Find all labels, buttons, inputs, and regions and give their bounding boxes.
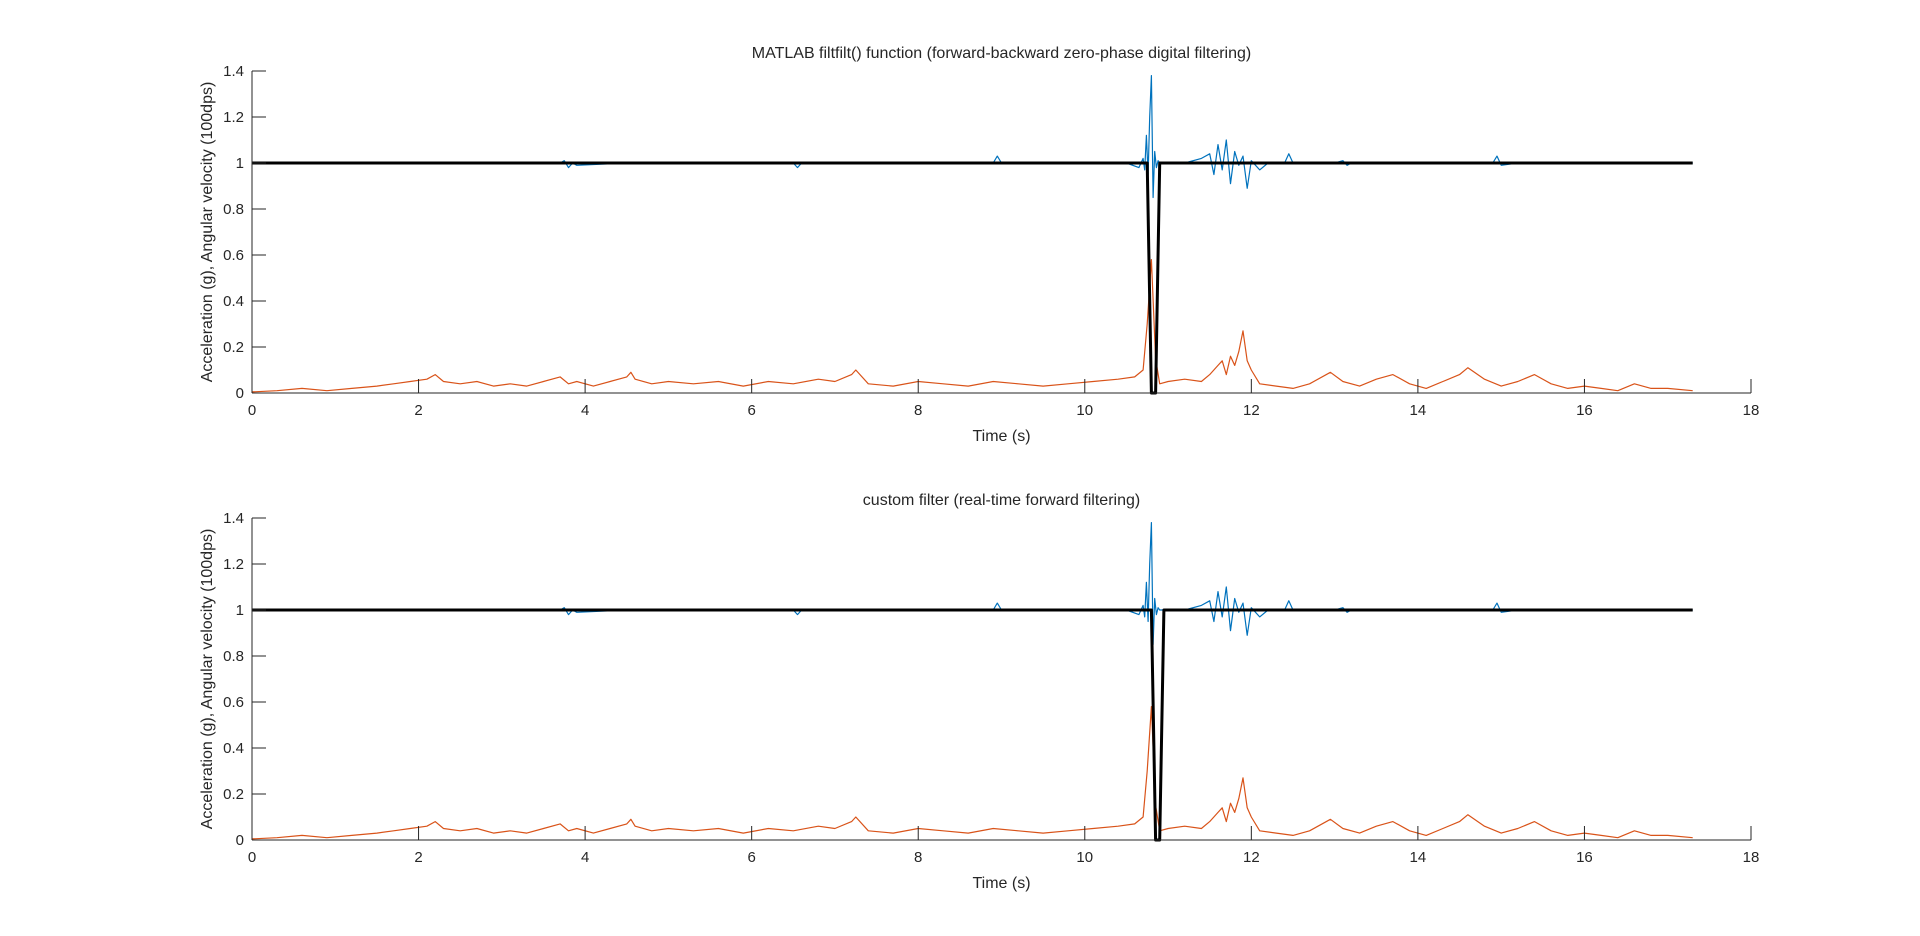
y-axis-label: Acceleration (g), Angular velocity (100d… [199,529,216,830]
y-tick-label: 1 [236,602,244,619]
x-tick-label: 12 [1243,402,1260,419]
x-tick-label: 2 [414,849,422,866]
x-tick-label: 12 [1243,849,1260,866]
x-tick-label: 6 [747,849,755,866]
detection-line [252,161,1693,395]
detection-line [252,608,1693,842]
y-tick-label: 0 [236,385,244,402]
x-tick-label: 14 [1410,849,1427,866]
x-axis-label: Time (s) [972,875,1030,892]
x-tick-label: 10 [1076,849,1093,866]
x-tick-label: 4 [581,402,589,419]
y-axis-label: Acceleration (g), Angular velocity (100d… [199,82,216,383]
y-tick-label: 0.6 [223,247,244,264]
y-tick-label: 1.2 [223,109,244,126]
x-tick-label: 8 [914,402,922,419]
accel-line [251,705,1693,840]
y-tick-label: 0.8 [223,648,244,665]
y-tick-label: 1.4 [223,510,244,527]
accel-line [251,259,1693,393]
x-tick-label: 18 [1743,849,1760,866]
y-tick-label: 0 [236,832,244,849]
y-tick-label: 0.2 [223,339,244,356]
chart-title: custom filter (real-time forward filteri… [863,492,1140,509]
y-tick-label: 0.4 [223,740,244,757]
chart-filtfilt: 0 2 4 6 8 10 12 14 16 18 0 0.2 0.4 0.6 0.8 1 1.2 1.4 MATLA… [199,45,1759,445]
y-tick-label: 0.2 [223,786,244,803]
x-tick-label: 16 [1576,849,1593,866]
x-tick-label: 18 [1743,402,1760,419]
x-tick-label: 16 [1576,402,1593,419]
x-tick-label: 10 [1076,402,1093,419]
chart-custom-filter: 0 2 4 6 8 10 12 14 16 18 0 0.2 0.4 0.6 0.8 1 1.2 1.4 custo… [199,492,1759,892]
y-tick-label: 0.8 [223,201,244,218]
y-tick-label: 1.2 [223,556,244,573]
x-tick-label: 0 [248,849,256,866]
x-tick-label: 0 [248,402,256,419]
x-tick-label: 14 [1410,402,1427,419]
x-tick-label: 6 [747,402,755,419]
gyro-line [252,74,1693,199]
x-axis-label: Time (s) [972,428,1030,445]
x-tick-label: 2 [414,402,422,419]
x-tick-label: 8 [914,849,922,866]
y-tick-label: 0.4 [223,293,244,310]
x-tick-label: 4 [581,849,589,866]
chart-title: MATLAB filtfilt() function (forward-back… [752,45,1251,62]
y-tick-label: 1 [236,155,244,172]
y-tick-label: 0.6 [223,694,244,711]
gyro-line [252,521,1693,646]
y-tick-label: 1.4 [223,63,244,80]
